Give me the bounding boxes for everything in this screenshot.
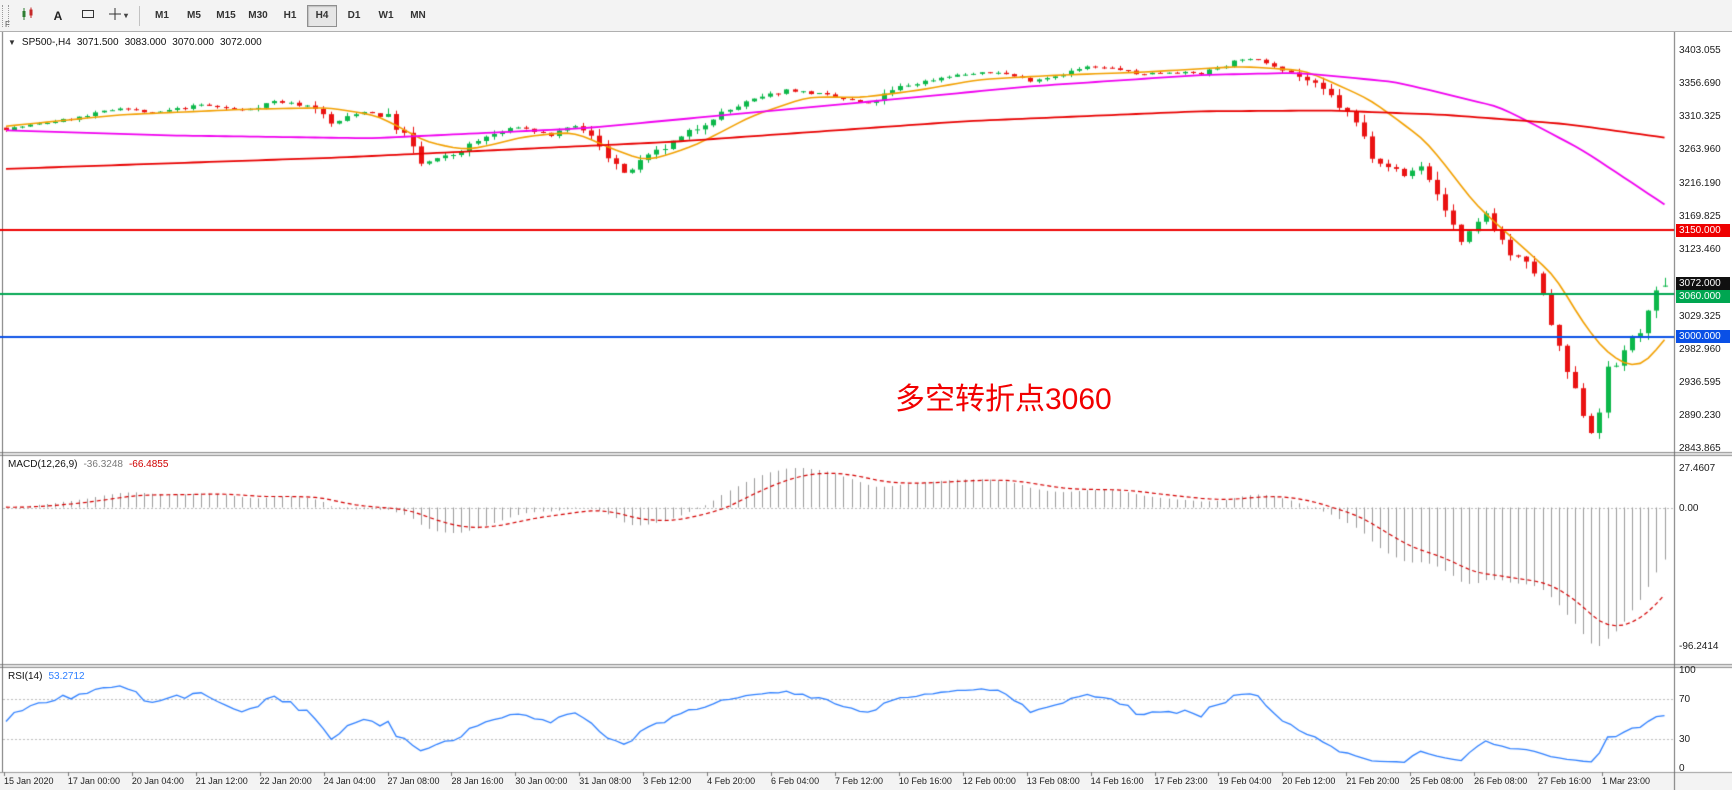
timeframe-group: M1 M5 M15 M30 H1 H4 D1 W1 MN bbox=[146, 4, 434, 27]
macd-scale-label: 0.00 bbox=[1679, 502, 1699, 514]
timeframe-button-m30[interactable]: M30 bbox=[248, 10, 268, 21]
time-axis-label: 31 Jan 08:00 bbox=[579, 776, 632, 786]
rsi-scale-label: 30 bbox=[1679, 733, 1691, 745]
price-axis-label: 2843.865 bbox=[1679, 443, 1721, 454]
rsi-name: RSI(14) bbox=[8, 671, 43, 682]
macd-signal-value: -66.4855 bbox=[128, 459, 169, 470]
time-axis-label: 13 Feb 08:00 bbox=[1026, 776, 1080, 786]
time-axis-label: 6 Feb 04:00 bbox=[771, 776, 820, 786]
time-axis-label: 15 Jan 2020 bbox=[4, 776, 54, 786]
time-axis-label: 28 Jan 16:00 bbox=[451, 776, 504, 786]
shapes-tool-button[interactable] bbox=[73, 4, 103, 28]
macd-name: MACD(12,26,9) bbox=[8, 459, 78, 470]
current-price-badge[interactable]: 3072.000 bbox=[1676, 276, 1730, 290]
time-axis-label: 3 Feb 12:00 bbox=[643, 776, 692, 786]
chart-annotation: 多空转折点3060 bbox=[895, 383, 1112, 416]
time-axis-label: 26 Feb 08:00 bbox=[1474, 776, 1528, 786]
price-axis-label: 3310.325 bbox=[1679, 111, 1721, 122]
toolbar-divider bbox=[139, 5, 140, 26]
candlestick-chart-icon bbox=[21, 7, 36, 24]
dropdown-caret-icon: ▾ bbox=[123, 11, 128, 20]
time-axis-label: 19 Feb 04:00 bbox=[1218, 776, 1272, 786]
time-axis-label: 22 Jan 20:00 bbox=[259, 776, 312, 786]
price-level-badge[interactable]: 3000.000 bbox=[1676, 330, 1730, 344]
quote-low: 3070.000 bbox=[172, 37, 214, 48]
new-chart-button[interactable] bbox=[13, 4, 43, 28]
timeframe-button-m5[interactable]: M5 bbox=[187, 10, 201, 21]
crosshair-icon bbox=[108, 7, 122, 24]
price-axis-label: 2982.960 bbox=[1679, 344, 1721, 355]
symbol-period-label: SP500-,H4 bbox=[21, 37, 71, 48]
price-axis-label: 2936.595 bbox=[1679, 377, 1721, 388]
timeframe-button-h4[interactable]: H4 bbox=[307, 4, 337, 27]
quote-close: 3072.000 bbox=[220, 37, 262, 48]
time-axis-label: 7 Feb 12:00 bbox=[834, 776, 883, 786]
timeframe-button-d1[interactable]: D1 bbox=[347, 10, 361, 21]
toolbar: F A ▾ M1 M5 M15 M30 H1 H4 D1 W1 MN bbox=[0, 0, 1732, 32]
price-axis-label: 2890.230 bbox=[1679, 410, 1721, 421]
price-level-badge[interactable]: 3060.000 bbox=[1676, 289, 1730, 303]
price-axis-label: 3356.690 bbox=[1679, 78, 1721, 89]
rsi-value: 53.2712 bbox=[48, 671, 85, 682]
timeframe-button-w1[interactable]: W1 bbox=[378, 10, 394, 21]
time-axis-label: 21 Jan 12:00 bbox=[195, 776, 248, 786]
time-axis-label: 30 Jan 00:00 bbox=[515, 776, 568, 786]
time-axis-label: 25 Feb 08:00 bbox=[1410, 776, 1464, 786]
macd-scale-label: 27.4607 bbox=[1679, 463, 1716, 474]
price-axis-label: 3169.825 bbox=[1679, 211, 1721, 222]
macd-indicator-label: MACD(12,26,9) -36.3248 -66.4855 bbox=[8, 459, 168, 470]
text-tool-label: A bbox=[53, 8, 63, 23]
rsi-scale-label: 100 bbox=[1679, 665, 1696, 676]
time-axis-label: 14 Feb 16:00 bbox=[1090, 776, 1144, 786]
price-axis-label: 3123.460 bbox=[1679, 244, 1721, 255]
quote-high: 3083.000 bbox=[124, 37, 167, 48]
timeframe-button-mn[interactable]: MN bbox=[410, 10, 426, 21]
timeframe-button-m1[interactable]: M1 bbox=[155, 10, 169, 21]
time-axis-label: 27 Feb 16:00 bbox=[1538, 776, 1592, 786]
price-axis-label: 3029.325 bbox=[1679, 311, 1721, 322]
time-axis-label: 24 Jan 04:00 bbox=[323, 776, 376, 786]
rsi-scale-label: 0 bbox=[1679, 763, 1685, 774]
timeframe-button-h1[interactable]: H1 bbox=[283, 10, 297, 21]
time-axis-label: 27 Jan 08:00 bbox=[387, 776, 440, 786]
time-axis-label: 4 Feb 20:00 bbox=[707, 776, 756, 786]
macd-main-value: -36.3248 bbox=[83, 459, 123, 470]
chart-area: ▼ SP500-,H4 3071.500 3083.000 3070.000 3… bbox=[0, 32, 1732, 790]
time-axis-label: 20 Jan 04:00 bbox=[131, 776, 184, 786]
chart-title: ▼ SP500-,H4 3071.500 3083.000 3070.000 3… bbox=[8, 37, 262, 48]
rsi-scale-label: 70 bbox=[1679, 694, 1691, 706]
time-axis-label: 21 Feb 20:00 bbox=[1346, 776, 1400, 786]
collapse-panel-icon[interactable]: ▼ bbox=[8, 38, 16, 47]
text-tool-button[interactable]: A bbox=[43, 4, 73, 28]
time-axis-label: 10 Feb 16:00 bbox=[898, 776, 952, 786]
time-axis-label: 12 Feb 00:00 bbox=[962, 776, 1016, 786]
price-level-badge[interactable]: 3150.000 bbox=[1676, 223, 1730, 237]
time-axis-label: 20 Feb 12:00 bbox=[1282, 776, 1336, 786]
price-axis-label: 3216.190 bbox=[1679, 178, 1721, 189]
time-axis-label: 17 Feb 23:00 bbox=[1154, 776, 1208, 786]
macd-scale-label: -96.2414 bbox=[1679, 641, 1719, 652]
crosshair-tool-button[interactable]: ▾ bbox=[103, 4, 133, 28]
price-axis-label: 3263.960 bbox=[1679, 144, 1721, 155]
toolbar-grip[interactable] bbox=[2, 4, 9, 27]
rectangle-shape-icon bbox=[81, 8, 95, 23]
toolbar-f-label: F bbox=[5, 20, 10, 29]
quote-open: 3071.500 bbox=[76, 37, 119, 48]
time-axis-label: 17 Jan 00:00 bbox=[67, 776, 120, 786]
time-axis-label: 1 Mar 23:00 bbox=[1602, 776, 1651, 786]
price-axis-label: 3403.055 bbox=[1679, 45, 1721, 56]
chart-canvas[interactable] bbox=[0, 32, 1732, 790]
timeframe-button-m15[interactable]: M15 bbox=[216, 10, 236, 21]
rsi-indicator-label: RSI(14) 53.2712 bbox=[8, 671, 85, 682]
